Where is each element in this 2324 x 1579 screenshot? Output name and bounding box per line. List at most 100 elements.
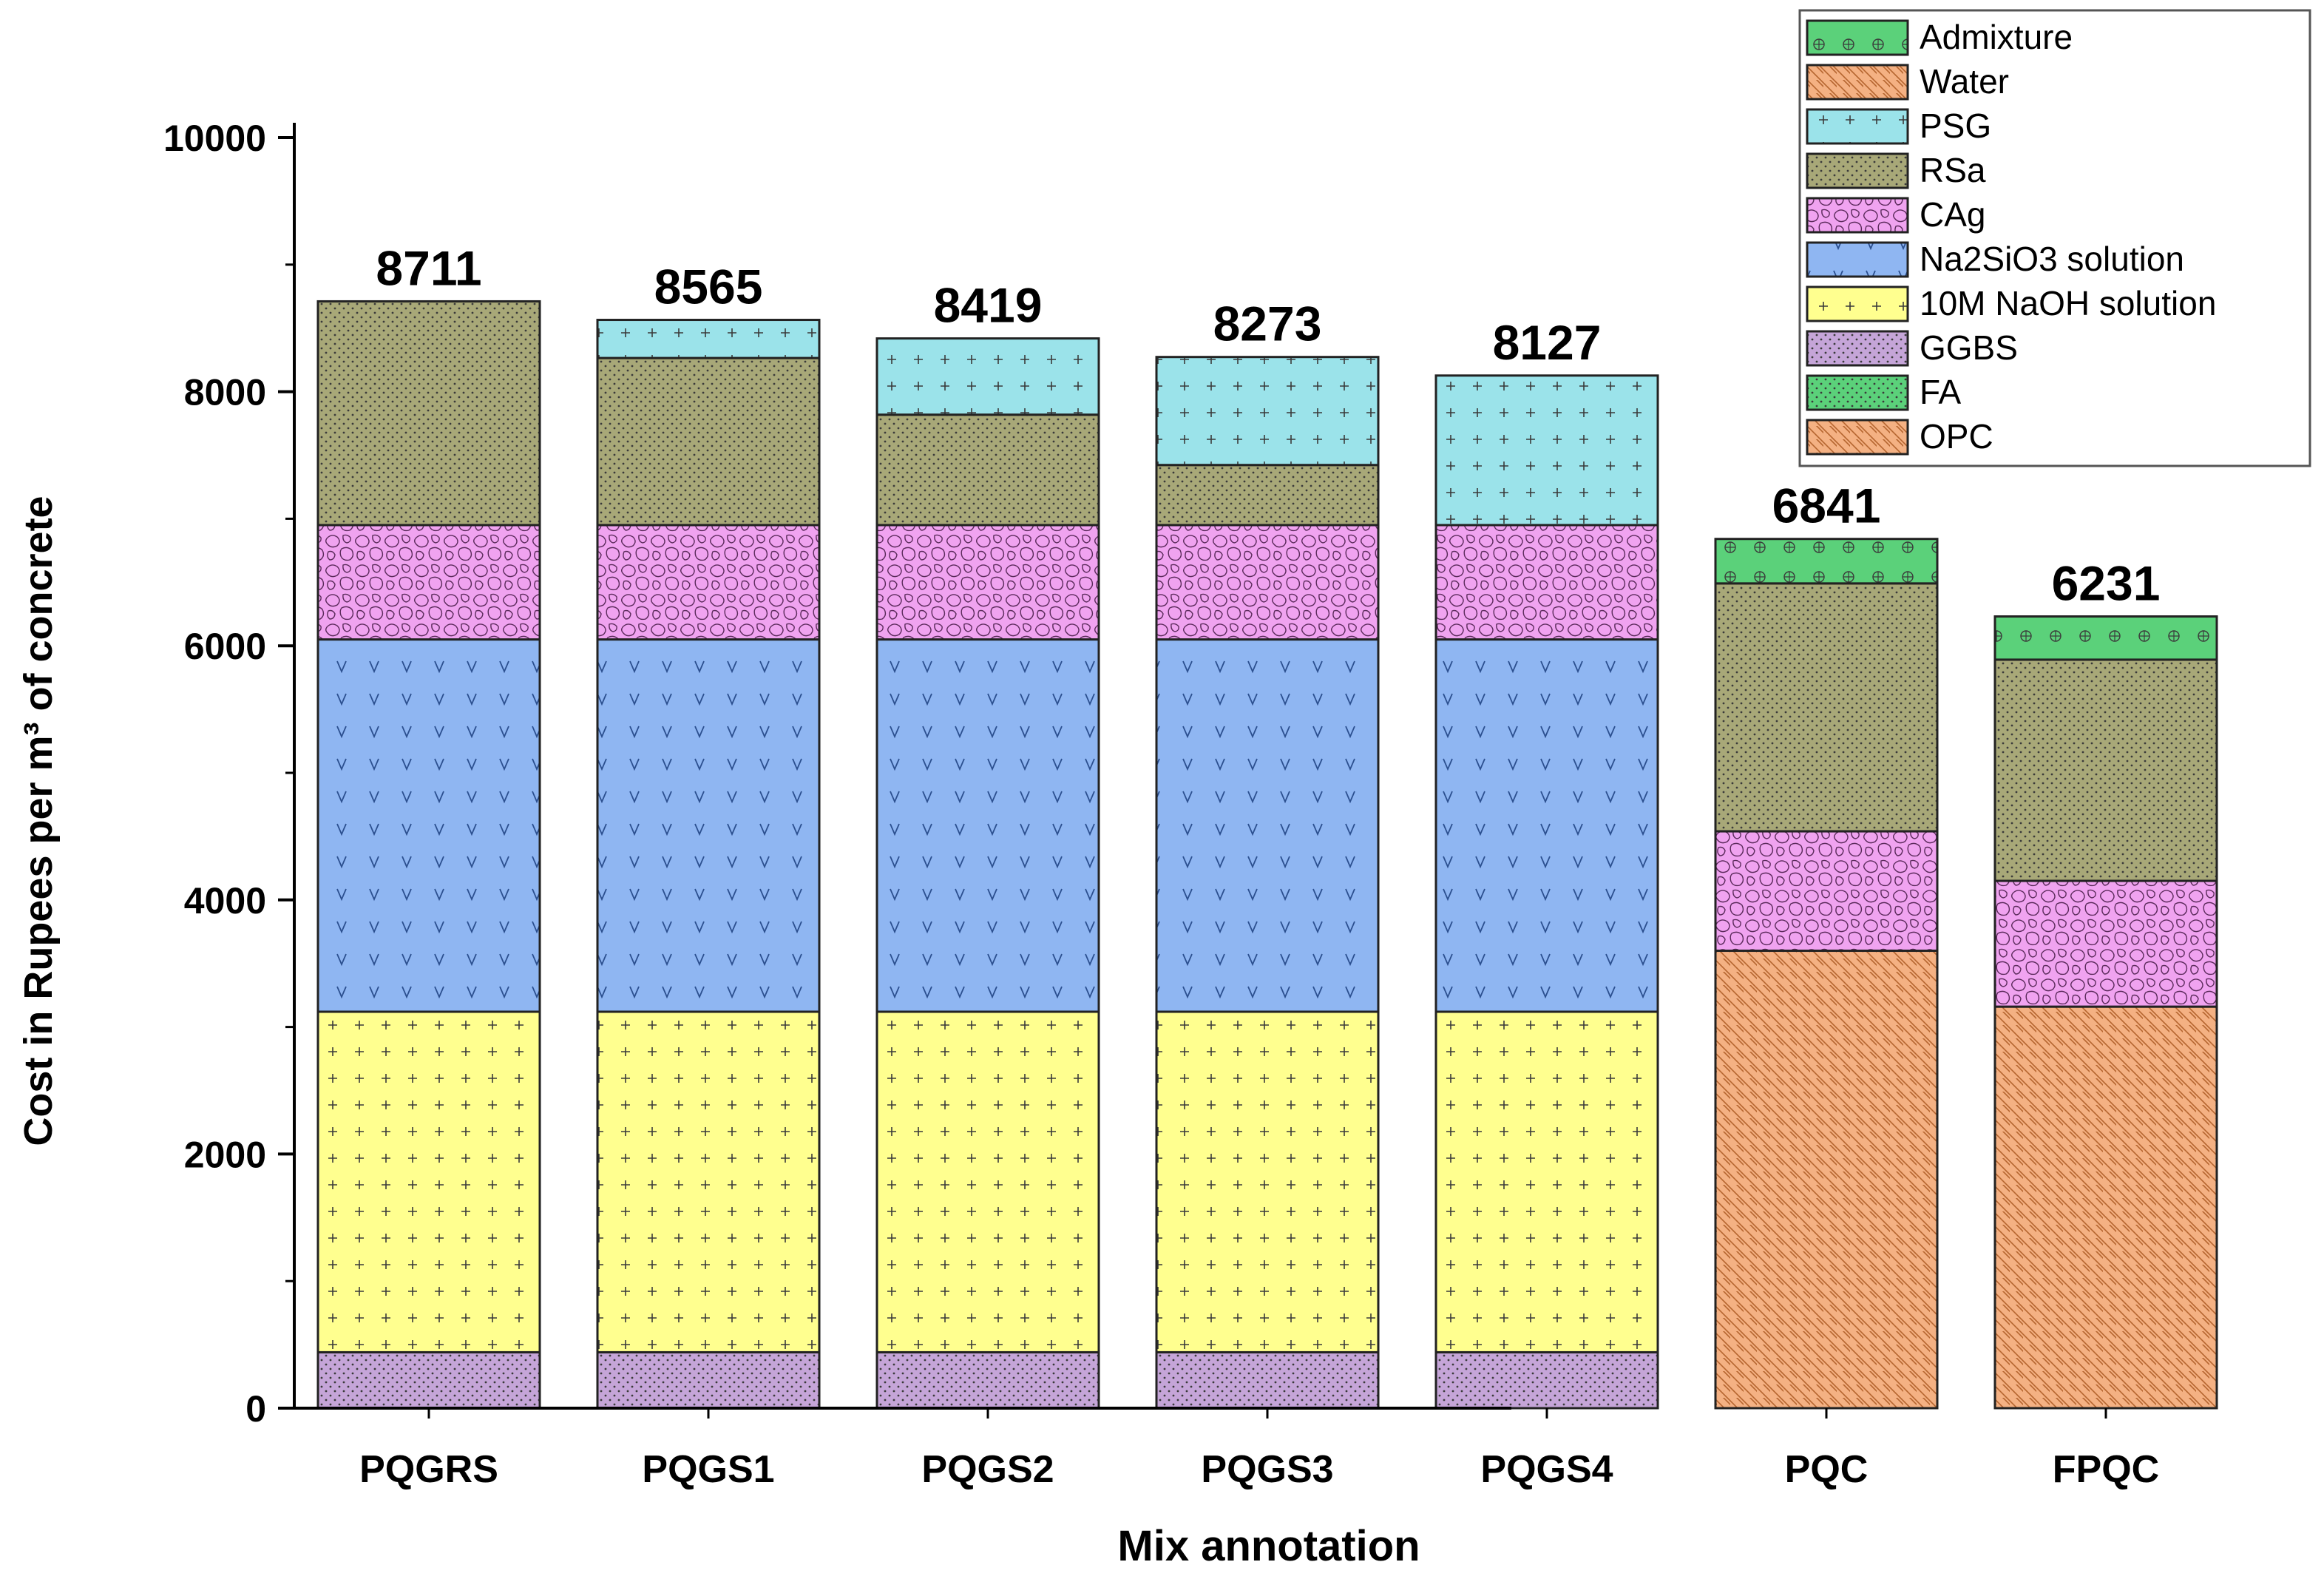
bar-segment-na2sio3-solution bbox=[875, 638, 1100, 1013]
bar-total-label: 8419 bbox=[934, 278, 1043, 333]
bar-segment-rsa bbox=[1993, 658, 2218, 882]
legend-label: Water bbox=[1920, 62, 2009, 101]
bar-segment-ggbs bbox=[875, 1350, 1100, 1410]
bar-segment-rsa bbox=[875, 413, 1100, 527]
x-tick-label: PQC bbox=[1785, 1448, 1869, 1491]
bar-total-label: 8127 bbox=[1493, 315, 1602, 370]
plot-area: 8711 8565 8419 8273 8127 6841 6231 bbox=[316, 240, 2218, 1410]
legend-swatch bbox=[1806, 152, 1909, 189]
x-tick-label: PQGS1 bbox=[642, 1448, 774, 1491]
legend: Admixture Water PSG RSa CAg Na2SiO3 solution 1… bbox=[1798, 9, 2311, 467]
bar-segment-opc bbox=[1993, 1005, 2218, 1410]
x-tick-label: FPQC bbox=[2053, 1448, 2159, 1491]
bar-segment-na2sio3-solution bbox=[1155, 638, 1380, 1013]
legend-label: 10M NaOH solution bbox=[1920, 284, 2216, 322]
legend-swatch bbox=[1806, 285, 1909, 322]
x-tick-label: PQGRS bbox=[359, 1448, 498, 1491]
x-tick-label: PQGS4 bbox=[1480, 1448, 1613, 1491]
x-axis-title: Mix annotation bbox=[1117, 1522, 1420, 1570]
bar-segment-admixture bbox=[1993, 615, 2218, 661]
bar-segment-10m-naoh-solution bbox=[316, 1010, 541, 1353]
bar-segment-ggbs bbox=[1434, 1350, 1659, 1410]
legend-label: Na2SiO3 solution bbox=[1920, 240, 2184, 278]
bar-segment-ggbs bbox=[1155, 1350, 1380, 1410]
legend-item-opc: OPC bbox=[1806, 417, 1993, 456]
legend-label: FA bbox=[1920, 373, 1962, 411]
legend-swatch bbox=[1806, 241, 1909, 278]
y-tick-label: 10000 bbox=[163, 118, 266, 159]
bar-segment-rsa bbox=[316, 300, 541, 527]
bar-stack-pqgs1 bbox=[596, 319, 821, 1410]
legend-item-cag: CAg bbox=[1806, 195, 1985, 234]
bar-segment-10m-naoh-solution bbox=[875, 1010, 1100, 1353]
legend-swatch bbox=[1806, 19, 1909, 56]
y-axis-title: Cost in Rupees per m³ of concrete bbox=[16, 496, 61, 1146]
bar-segment-na2sio3-solution bbox=[316, 638, 541, 1013]
bar-total-label: 6231 bbox=[2052, 556, 2161, 611]
legend-swatch bbox=[1806, 419, 1909, 456]
bar-segment-cag bbox=[1434, 524, 1659, 641]
bar-total-label: 8565 bbox=[654, 260, 763, 314]
y-tick-label: 2000 bbox=[184, 1134, 266, 1175]
bar-segment-na2sio3-solution bbox=[596, 638, 821, 1013]
bar-segment-psg bbox=[1434, 374, 1659, 527]
bar-stack-pqgs4 bbox=[1434, 374, 1659, 1410]
bar-segment-cag bbox=[1993, 879, 2218, 1008]
bar-segment-10m-naoh-solution bbox=[1434, 1010, 1659, 1353]
x-tick-label: PQGS3 bbox=[1201, 1448, 1333, 1491]
bar-segment-psg bbox=[1155, 356, 1380, 467]
legend-label: CAg bbox=[1920, 195, 1985, 234]
bar-segment-ggbs bbox=[596, 1350, 821, 1410]
bar-segment-10m-naoh-solution bbox=[596, 1010, 821, 1353]
legend-swatch bbox=[1806, 330, 1909, 367]
bar-segment-psg bbox=[596, 319, 821, 359]
bar-segment-admixture bbox=[1714, 538, 1939, 585]
legend-item-rsa: RSa bbox=[1806, 151, 1986, 189]
bar-stack-pqc bbox=[1714, 538, 1939, 1410]
y-tick-label: 4000 bbox=[184, 880, 266, 922]
bar-segment-10m-naoh-solution bbox=[1155, 1010, 1380, 1353]
bar-segment-cag bbox=[875, 524, 1100, 641]
legend-swatch bbox=[1806, 374, 1909, 411]
legend-swatch bbox=[1806, 197, 1909, 234]
legend-item-fa: FA bbox=[1806, 373, 1962, 411]
legend-item-10m-naoh-solution: 10M NaOH solution bbox=[1806, 284, 2216, 322]
legend-label: PSG bbox=[1920, 106, 1991, 145]
y-tick-label: 6000 bbox=[184, 626, 266, 667]
bar-stack-pqgs3 bbox=[1155, 356, 1380, 1410]
legend-label: RSa bbox=[1920, 151, 1986, 189]
bar-total-label: 6841 bbox=[1772, 479, 1881, 533]
bar-segment-na2sio3-solution bbox=[1434, 638, 1659, 1013]
legend-item-water: Water bbox=[1806, 62, 2009, 101]
bar-segment-ggbs bbox=[316, 1350, 541, 1410]
legend-swatch bbox=[1806, 64, 1909, 101]
bar-segment-rsa bbox=[596, 356, 821, 527]
y-tick-label: 8000 bbox=[184, 372, 266, 413]
x-tick-label: PQGS2 bbox=[921, 1448, 1054, 1491]
y-tick-label: 0 bbox=[245, 1388, 266, 1430]
bar-stack-pqgrs bbox=[316, 300, 541, 1410]
bar-stack-fpqc bbox=[1993, 615, 2218, 1410]
bar-total-label: 8273 bbox=[1213, 297, 1322, 351]
bar-segment-cag bbox=[1714, 830, 1939, 953]
bar-total-label: 8711 bbox=[376, 240, 481, 295]
bar-segment-rsa bbox=[1155, 464, 1380, 527]
legend-label: OPC bbox=[1920, 417, 1993, 456]
axes: 0 2000 4000 6000 8000 10000 PQGRS PQGS1 PQGS2 PQG… bbox=[163, 118, 2159, 1491]
legend-item-na2sio3-solution: Na2SiO3 solution bbox=[1806, 240, 2184, 278]
bar-segment-cag bbox=[316, 524, 541, 641]
bar-segment-rsa bbox=[1714, 582, 1939, 833]
bar-segment-cag bbox=[596, 524, 821, 641]
bar-segment-psg bbox=[875, 337, 1100, 416]
bar-segment-opc bbox=[1714, 950, 1939, 1410]
legend-label: GGBS bbox=[1920, 328, 2018, 367]
bar-segment-cag bbox=[1155, 524, 1380, 641]
legend-item-admixture: Admixture bbox=[1806, 18, 2073, 56]
legend-label: Admixture bbox=[1920, 18, 2073, 56]
legend-swatch bbox=[1806, 108, 1909, 145]
legend-item-psg: PSG bbox=[1806, 106, 1991, 145]
legend-item-ggbs: GGBS bbox=[1806, 328, 2018, 367]
bar-stack-pqgs2 bbox=[875, 337, 1100, 1410]
